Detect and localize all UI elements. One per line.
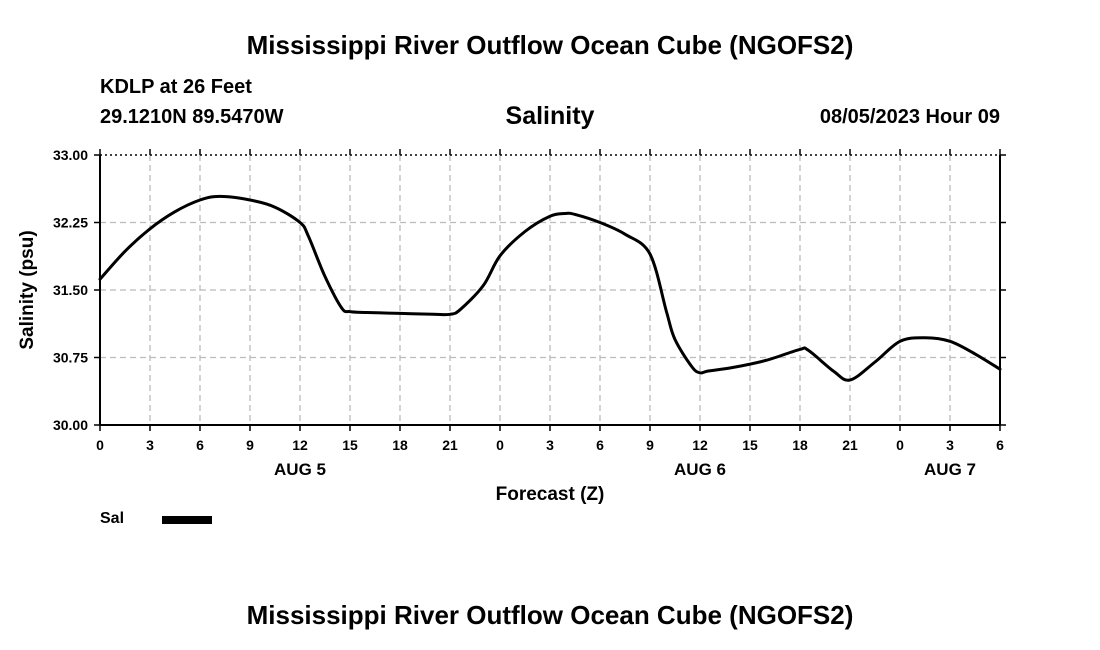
x-tick-label: 6 [596,437,604,453]
x-tick-label: 18 [792,437,808,453]
y-tick-label: 30.00 [53,417,88,433]
series-lines [98,194,1002,382]
chart-title: Salinity [506,102,595,130]
x-tick-label: 18 [392,437,408,453]
day-label: AUG 7 [924,460,976,479]
station-name: KDLP at 26 Feet [100,76,252,98]
x-tick-label: 0 [496,437,504,453]
day-label: AUG 5 [274,460,326,479]
x-tick-label: 3 [946,437,954,453]
x-tick-label: 3 [546,437,554,453]
x-tick-label: 0 [896,437,904,453]
footer-title: Mississippi River Outflow Ocean Cube (NG… [246,600,854,630]
x-tick-label: 9 [246,437,254,453]
station-coordinates: 29.1210N 89.5470W [100,106,284,128]
y-axis-title: Salinity (psu) [17,230,38,349]
x-tick-label: 21 [442,437,458,453]
x-tick-label: 12 [292,437,308,453]
day-label: AUG 6 [674,460,726,479]
x-tick-label: 12 [692,437,708,453]
tick-labels: 30.00 30.75 31.50 32.25 33.00 0 3 6 9 12 15 18 21 0 3 6… [53,147,1004,479]
y-tick-label: 32.25 [53,215,88,231]
y-tick-label: 31.50 [53,282,88,298]
legend-label-sal: Sal [100,510,125,527]
x-tick-label: 21 [842,437,858,453]
series-line-sal [98,194,1002,382]
x-tick-label: 0 [96,437,104,453]
forecast-date: 08/05/2023 Hour 09 [819,106,1000,128]
legend-swatch-sal [162,516,212,524]
page-title: Mississippi River Outflow Ocean Cube (NG… [246,30,854,60]
axis-ticks [94,149,1006,431]
x-tick-label: 3 [146,437,154,453]
grid-lines [100,155,1000,425]
y-tick-label: 30.75 [53,350,88,366]
x-axis-title: Forecast (Z) [496,484,605,505]
y-tick-label: 33.00 [53,147,88,163]
x-tick-label: 6 [996,437,1004,453]
x-tick-label: 6 [196,437,204,453]
x-tick-label: 9 [646,437,654,453]
x-tick-label: 15 [342,437,358,453]
x-tick-label: 15 [742,437,758,453]
